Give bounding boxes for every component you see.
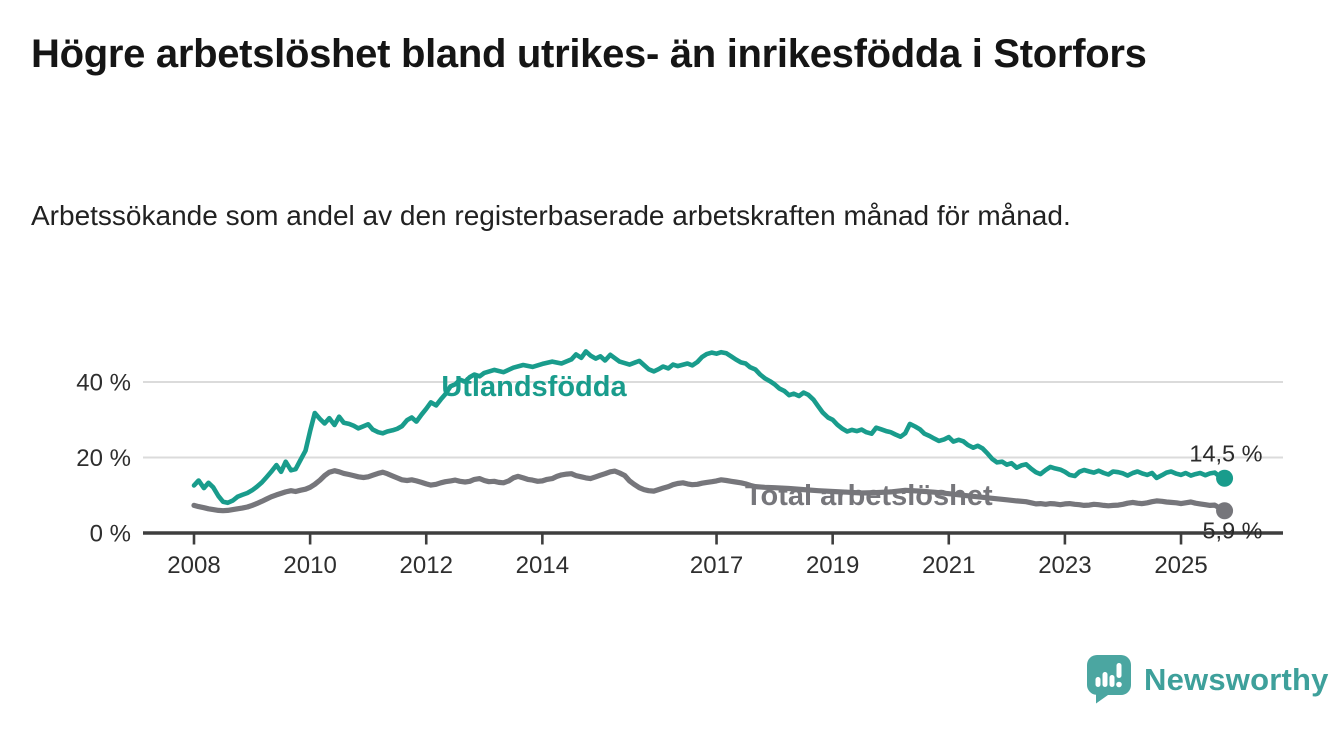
x-tick-label-2023: 2023 xyxy=(1038,552,1091,579)
x-tick-label-2025: 2025 xyxy=(1154,552,1207,579)
end-label-utlandsf-dda: 14,5 % xyxy=(1189,440,1262,466)
end-dot-utlandsf-dda xyxy=(1216,469,1234,487)
newsworthy-brand: Newsworthy xyxy=(1087,655,1329,704)
series-labels: Utlandsfödda Total arbetslöshet xyxy=(441,371,993,512)
x-tick-label-2014: 2014 xyxy=(516,552,569,579)
series-label-utlandsf-dda: Utlandsfödda xyxy=(441,371,627,403)
x-axis: 2008 2010 2012 2014 2017 2019 2021 2023 2025 xyxy=(143,531,1283,579)
page-title: Högre arbetslöshet bland utrikes- än inr… xyxy=(31,32,1147,76)
y-axis-labels: 0 % 20 % 40 % xyxy=(76,370,131,548)
newsworthy-logo-icon xyxy=(1087,655,1131,704)
y-tick-label-40: 40 % xyxy=(76,370,131,397)
x-tick-label-2012: 2012 xyxy=(400,552,453,579)
series-line-total-arbetsl-shet xyxy=(191,468,1228,514)
end-label-total-arbetsl-shet: 5,9 % xyxy=(1202,518,1262,544)
x-tick-label-2021: 2021 xyxy=(922,552,975,579)
x-tick-label-2008: 2008 xyxy=(167,552,220,579)
brand-name: Newsworthy xyxy=(1144,661,1329,697)
end-dot-total-arbetsl-shet xyxy=(1216,502,1234,520)
page-subtitle: Arbetssökande som andel av den registerb… xyxy=(31,200,1071,231)
series-line-utlandsf-dda xyxy=(191,349,1227,506)
series-lines xyxy=(191,349,1228,514)
end-annotations: 14,5 % 5,9 % xyxy=(1189,440,1262,543)
series-label-total-arbetsl-shet: Total arbetslöshet xyxy=(745,480,993,512)
gridlines xyxy=(143,381,1283,459)
y-tick-label-20: 20 % xyxy=(76,445,131,472)
x-tick-label-2019: 2019 xyxy=(806,552,859,579)
y-tick-label-0: 0 % xyxy=(90,521,131,548)
logo-speech-bubble xyxy=(1087,655,1131,704)
logo-bar-chart-icon xyxy=(1095,663,1122,688)
x-tick-label-2017: 2017 xyxy=(690,552,743,579)
x-tick-label-2010: 2010 xyxy=(283,552,336,579)
